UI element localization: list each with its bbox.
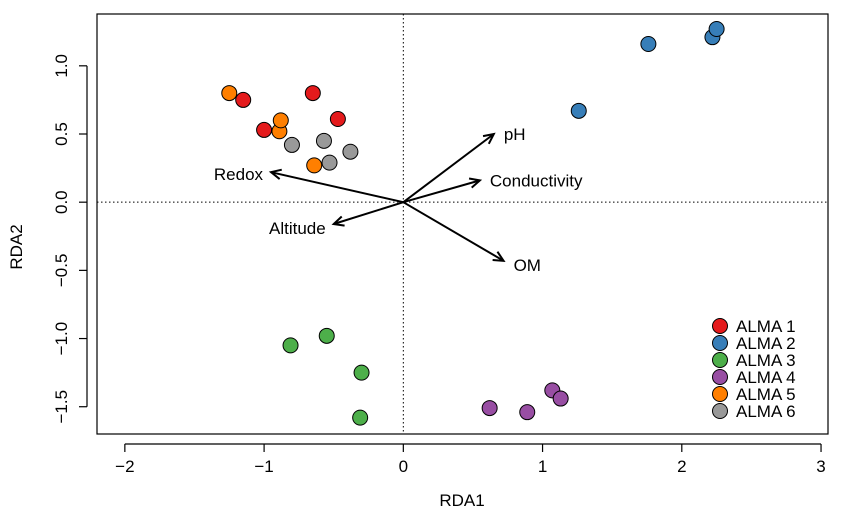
plot-frame-group [96, 13, 829, 435]
legend-marker [712, 318, 728, 334]
point-alma-5 [272, 112, 289, 129]
arrow-conductivity-head [468, 177, 483, 189]
point-alma-5 [221, 85, 238, 102]
point-alma-5 [306, 157, 323, 174]
point-alma-3 [318, 327, 335, 344]
legend-marker [712, 386, 728, 402]
legend-label: ALMA 4 [736, 368, 796, 387]
legend-marker [712, 335, 728, 351]
point-alma-2 [640, 36, 657, 52]
legend-label: ALMA 3 [736, 351, 796, 370]
y-tick-label: 0.5 [52, 122, 71, 146]
x-tick-label: 0 [399, 457, 408, 476]
arrow-redox-shaft [270, 171, 404, 204]
legend-label: ALMA 2 [736, 334, 796, 353]
arrow-om-head [492, 251, 506, 262]
point-alma-6 [283, 136, 300, 153]
point-alma-4 [552, 390, 569, 407]
arrow-altitude-head [331, 215, 345, 227]
point-alma-6 [321, 154, 338, 171]
environmental-arrows: pH Conductivity Redox Altitude OM [214, 125, 583, 275]
arrow-conductivity-shaft [403, 179, 481, 204]
arrow-ph-head [482, 132, 496, 145]
x-tick-label: 2 [677, 457, 686, 476]
point-alma-6 [315, 132, 332, 149]
y-tick-label: −1.0 [52, 322, 71, 356]
point-alma-3 [282, 337, 299, 354]
point-alma-4 [481, 400, 498, 417]
arrow-label-ph: pH [504, 125, 526, 144]
x-tick-label: 3 [816, 457, 825, 476]
y-tick-label: 0.0 [52, 190, 71, 214]
legend-marker [712, 369, 728, 385]
legend-label: ALMA 5 [736, 385, 796, 404]
legend-label: ALMA 1 [736, 317, 796, 336]
reference-lines [97, 14, 828, 434]
point-alma-3 [353, 364, 370, 381]
legend-marker [712, 352, 728, 368]
arrow-label-altitude: Altitude [269, 219, 326, 238]
y-tick-label: −0.5 [52, 254, 71, 288]
point-alma-4 [519, 404, 536, 421]
x-tick-label: 1 [538, 457, 547, 476]
legend-marker [712, 403, 728, 419]
arrow-label-conductivity: Conductivity [490, 171, 583, 190]
x-axis-title: RDA1 [439, 491, 484, 510]
x-tick-label: −1 [254, 457, 273, 476]
x-tick-label: −2 [115, 457, 134, 476]
point-alma-1 [235, 91, 252, 108]
arrow-om-shaft [402, 201, 505, 262]
legend-label: ALMA 6 [736, 402, 796, 421]
plot-frame [96, 13, 829, 435]
point-alma-3 [352, 409, 369, 426]
point-alma-2 [570, 102, 587, 119]
point-alma-1 [304, 85, 321, 102]
point-alma-2 [708, 21, 725, 37]
arrow-redox-head [268, 168, 282, 180]
y-tick-label: 1.0 [52, 54, 71, 78]
arrow-altitude-shaft [333, 201, 404, 225]
arrow-label-om: OM [514, 256, 541, 275]
y-tick-label: −1.5 [52, 390, 71, 424]
point-alma-1 [329, 111, 346, 127]
point-alma-6 [342, 143, 359, 160]
y-axis-title: RDA2 [7, 224, 26, 269]
axes: −2 −1 0 1 2 3 −1.5 −1.0 −0.5 0.0 0.5 1.0 [52, 54, 826, 476]
arrow-ph-shaft [402, 133, 495, 203]
point-alma-1 [256, 121, 273, 138]
sample-points [221, 21, 725, 426]
arrow-label-redox: Redox [214, 165, 264, 184]
